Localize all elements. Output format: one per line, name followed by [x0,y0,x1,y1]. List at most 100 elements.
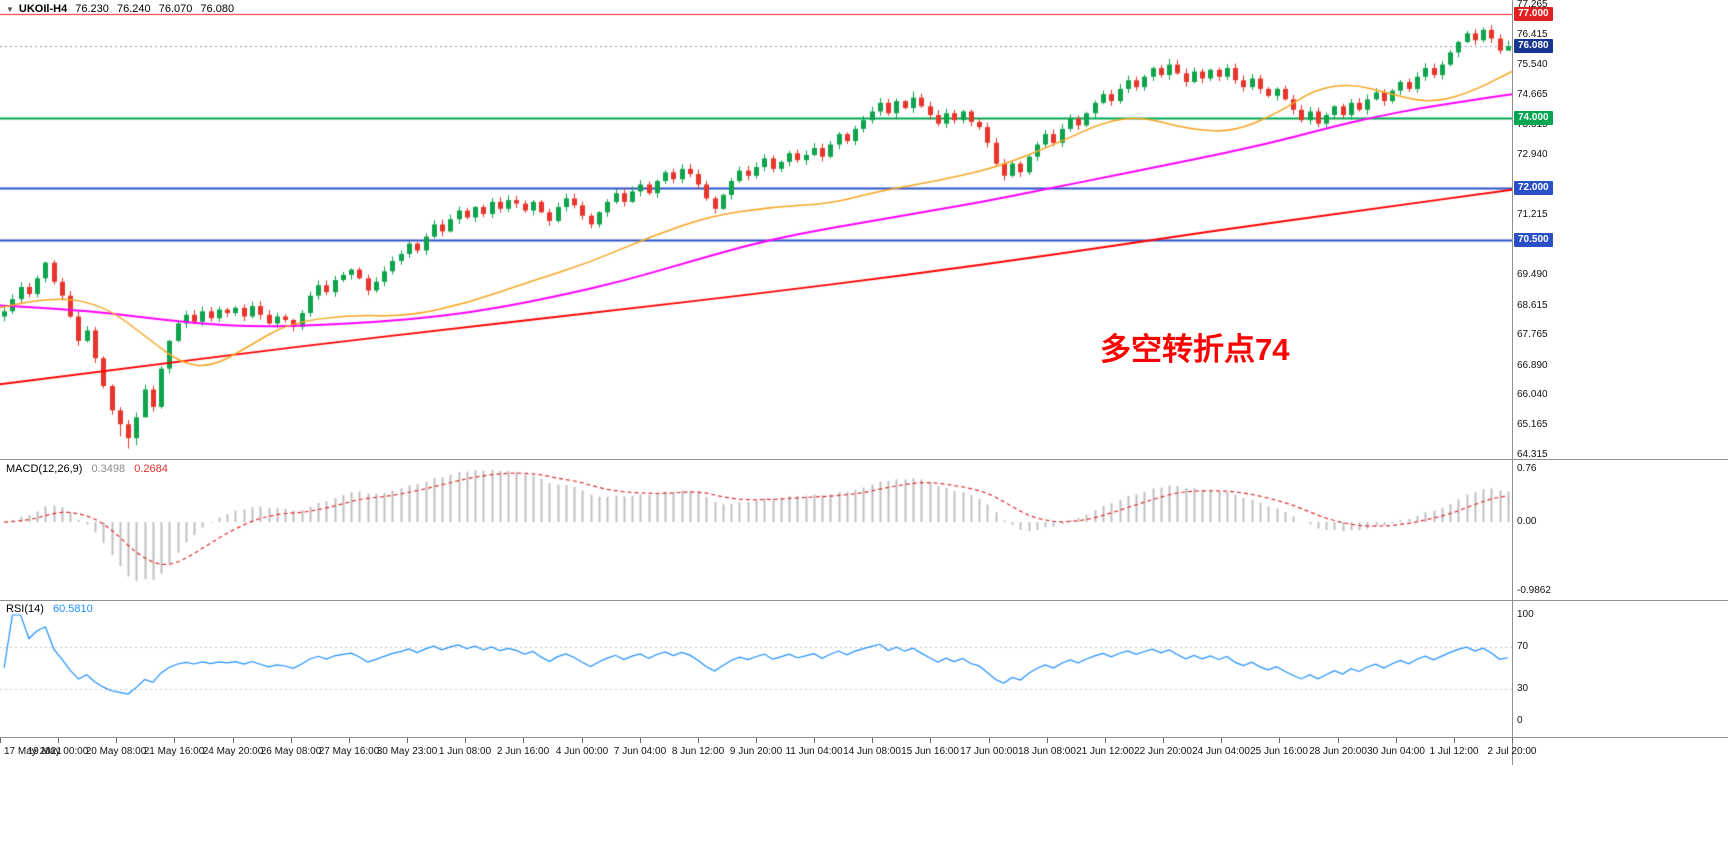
time-tick-label: 14 Jun 08:00 [843,746,901,757]
macd-header: MACD(12,26,9) 0.3498 0.2684 [6,463,174,475]
time-axis-tick [640,738,641,743]
price-line-badge[interactable]: 70.500 [1514,233,1553,248]
time-axis-tick [0,738,1,743]
time-tick-label: 20 May 08:00 [85,746,147,757]
time-axis-tick [233,738,234,743]
rsi-axis[interactable]: 100 70 30 0 [1513,601,1728,737]
time-tick-label: 15 Jun 16:00 [901,746,959,757]
macd-axis[interactable]: 0.76 0.00 -0.9862 [1513,461,1728,599]
time-axis-tick [756,738,757,743]
time-tick-label: 11 Jun 04:00 [785,746,843,757]
quote-high: 76.240 [116,3,151,15]
quote-marker-icon: ▼ [6,5,14,14]
time-axis-tick [582,738,583,743]
rsi-tick-label: 30 [1517,683,1529,695]
time-tick-label: 4 Jun 00:00 [555,746,609,757]
time-tick-label: 30 May 23:00 [376,746,438,757]
quote-open: 76.230 [75,3,109,15]
time-axis-tick [698,738,699,743]
price-tick-label: 74.665 [1517,89,1548,101]
time-axis-tick [523,738,524,743]
time-axis-tick [1279,738,1280,743]
time-axis-tick [989,738,990,743]
time-axis-tick [407,738,408,743]
time-axis[interactable]: 17 May 2021 19 May 00:00 20 May 08:00 21 Ma… [0,738,1728,765]
time-axis-tick [930,738,931,743]
time-axis-tick [814,738,815,743]
time-tick-label: 1 Jul 12:00 [1429,746,1479,757]
time-axis-tick [1047,738,1048,743]
time-axis-tick [1512,738,1513,743]
time-tick-label: 24 May 20:00 [202,746,264,757]
time-axis-tick [1454,738,1455,743]
quote-low: 76.070 [158,3,193,15]
time-tick-label: 1 Jun 08:00 [438,746,492,757]
price-tick-label: 64.315 [1517,449,1548,460]
price-tick-label: 66.040 [1517,389,1548,401]
time-tick-label: 19 May 00:00 [27,746,89,757]
time-axis-tick [58,738,59,743]
rsi-tick-label: 70 [1517,640,1529,652]
time-tick-label: 18 Jun 08:00 [1018,746,1076,757]
rsi-tick-label: 100 [1517,609,1534,620]
annotation-text[interactable]: 多空转折点74 [1100,332,1290,367]
time-tick-label: 2 Jun 16:00 [496,746,550,757]
time-axis-tick [174,738,175,743]
time-tick-label: 25 Jun 16:00 [1250,746,1308,757]
time-tick-label: 30 Jun 04:00 [1367,746,1425,757]
price-line-badge[interactable]: 77.000 [1514,7,1553,22]
time-tick-label: 17 May 2021 [4,746,62,757]
macd-signal-value: 0.2684 [134,463,168,475]
rsi-label: RSI(14) [6,603,44,615]
price-tick-label: 65.165 [1517,419,1548,431]
time-axis-tick [465,738,466,743]
quote-symbol: UKOIl-H4 [18,3,68,15]
price-tick-label: 66.890 [1517,359,1548,371]
time-tick-label: 17 Jun 00:00 [960,746,1018,757]
time-axis-tick [1105,738,1106,743]
rsi-canvas[interactable] [0,601,1512,737]
macd-label: MACD(12,26,9) [6,463,83,475]
time-axis-tick [116,738,117,743]
time-axis-tick [872,738,873,743]
time-tick-label: 22 Jun 20:00 [1134,746,1192,757]
price-tick-label: 77.265 [1517,0,1548,10]
time-tick-label: 8 Jun 12:00 [671,746,725,757]
time-axis-tick [1396,738,1397,743]
price-tick-label: 68.615 [1517,299,1548,311]
time-tick-label: 7 Jun 04:00 [613,746,667,757]
time-axis-tick [1338,738,1339,743]
time-tick-label: 26 May 08:00 [260,746,322,757]
price-tick-label: 75.540 [1517,58,1548,70]
macd-tick-label: 0.00 [1517,516,1537,528]
price-line-badge[interactable]: 72.000 [1514,180,1553,195]
price-tick-label: 76.415 [1517,28,1548,40]
quote-line: ▼ UKOIl-H4 76.230 76.240 76.070 76.080 [6,3,239,15]
main-chart-canvas[interactable] [0,0,1512,459]
time-axis-tick [349,738,350,743]
axis-separator [1512,0,1513,765]
rsi-header: RSI(14) 60.5810 [6,603,99,615]
macd-canvas[interactable] [0,461,1512,599]
panel-separator[interactable] [0,459,1728,460]
time-axis-tick [291,738,292,743]
time-axis-tick [1163,738,1164,743]
time-tick-label: 9 Jun 20:00 [729,746,783,757]
price-tick-label: 69.490 [1517,269,1548,281]
price-tick-label: 71.215 [1517,209,1548,221]
quote-close: 76.080 [200,3,235,15]
price-line-badge[interactable]: 76.080 [1514,39,1553,54]
price-tick-label: 72.940 [1517,149,1548,161]
price-line-badge[interactable]: 74.000 [1514,111,1553,126]
macd-main-value: 0.3498 [91,463,126,475]
time-tick-label: 27 May 16:00 [318,746,380,757]
rsi-tick-label: 0 [1517,715,1523,726]
panel-separator[interactable] [0,600,1728,601]
rsi-value: 60.5810 [52,603,93,615]
time-axis-tick [1221,738,1222,743]
time-tick-label: 21 Jun 12:00 [1076,746,1134,757]
price-axis[interactable]: 77.26576.41575.54074.66573.81572.94071.2… [1513,0,1728,460]
time-tick-label: 28 Jun 20:00 [1309,746,1367,757]
price-tick-label: 67.765 [1517,329,1548,341]
